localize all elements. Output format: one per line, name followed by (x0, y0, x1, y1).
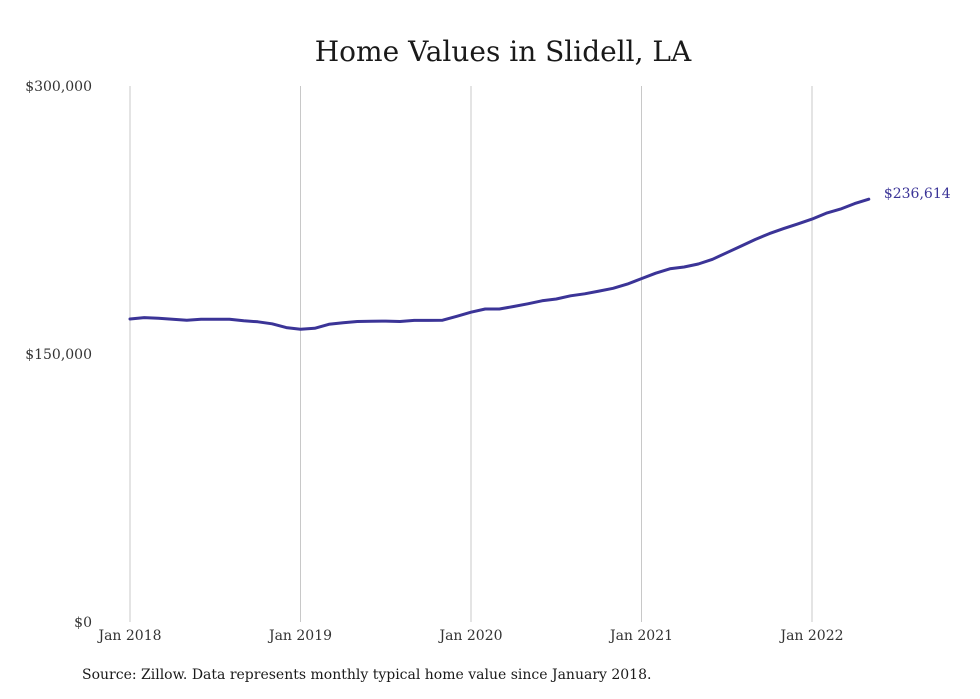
y-axis-ticks: $0 $150,000 $300,000 (25, 79, 92, 631)
x-axis-ticks: Jan 2018 Jan 2019 Jan 2020 Jan 2021 Jan 2022 (96, 628, 843, 644)
x-tick-label: Jan 2022 (778, 628, 843, 644)
x-tick-label: Jan 2020 (437, 628, 502, 644)
x-tick-label: Jan 2021 (608, 628, 673, 644)
x-tick-label: Jan 2018 (96, 628, 161, 644)
chart-title: Home Values in Slidell, LA (315, 35, 692, 68)
y-tick-label: $150,000 (25, 347, 92, 363)
y-tick-label: $0 (74, 615, 92, 631)
source-note: Source: Zillow. Data represents monthly … (82, 667, 652, 683)
grid-lines (129, 86, 813, 622)
end-value-label: $236,614 (884, 186, 951, 202)
y-tick-label: $300,000 (25, 79, 92, 95)
series-line-home-value (128, 197, 871, 331)
x-tick-label: Jan 2019 (267, 628, 332, 644)
